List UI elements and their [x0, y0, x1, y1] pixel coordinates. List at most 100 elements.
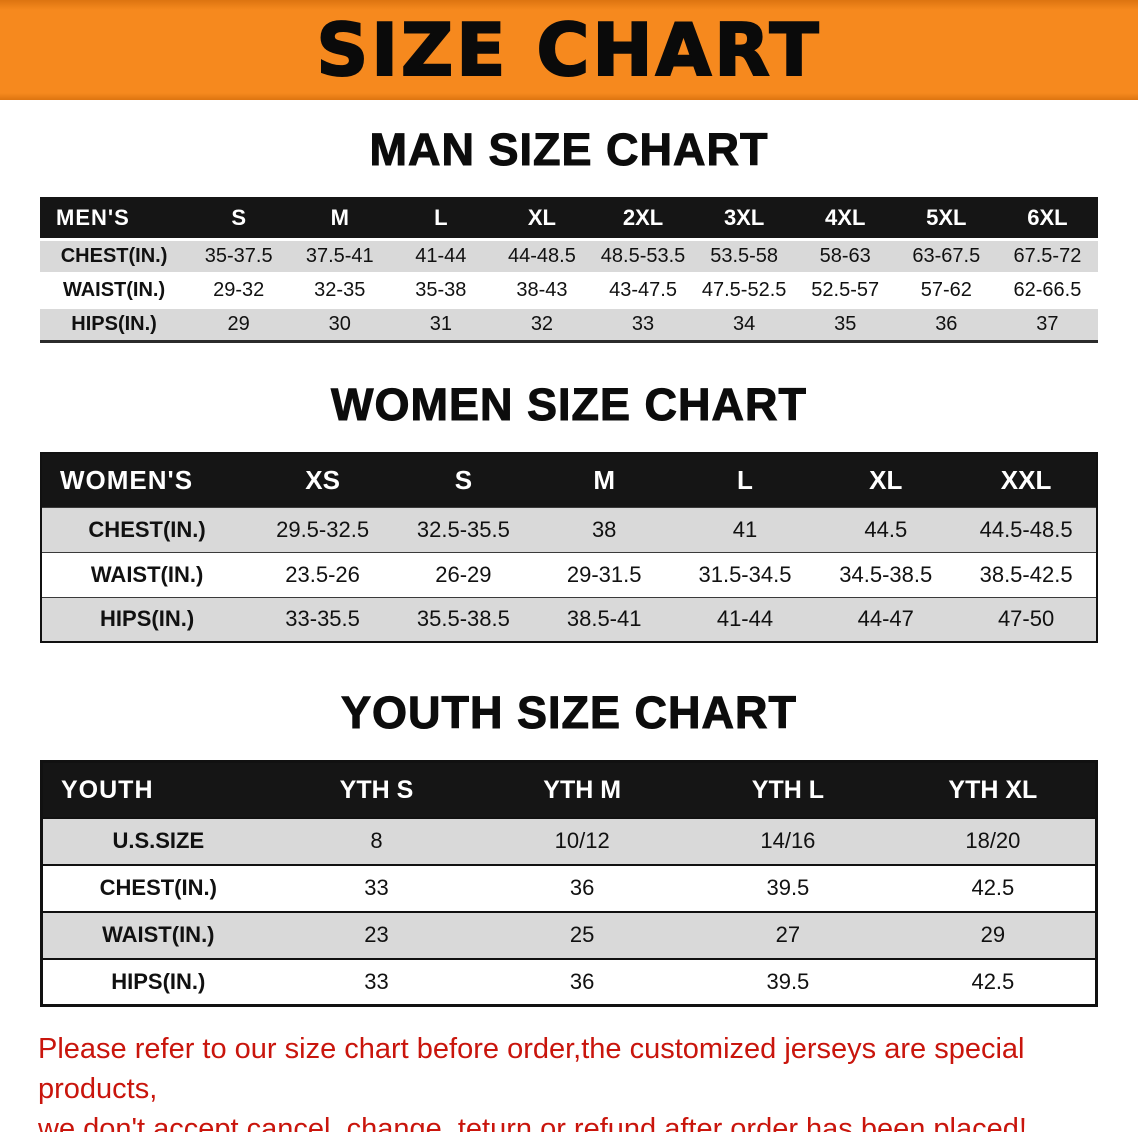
size-value-cell: 26-29 [392, 551, 534, 597]
size-value-cell: 36 [479, 863, 686, 912]
measure-row: HIPS(IN.) 29 30 31 32 33 34 35 36 37 [40, 305, 1098, 342]
row-label-cell: WAIST(IN.) [41, 551, 253, 597]
measure-row: HIPS(IN.) 33 36 39.5 42.5 [41, 957, 1097, 1006]
size-value-cell: 53.5-58 [693, 237, 795, 274]
size-value-cell: 47.5-52.5 [693, 271, 795, 308]
size-value-cell: 31.5-34.5 [674, 551, 816, 597]
size-value-cell: 41-44 [390, 237, 492, 274]
table-header-row: YOUTH YTH S YTH M YTH L YTH XL [41, 761, 1097, 818]
size-value-cell: 36 [895, 305, 997, 342]
row-label-cell: WAIST(IN.) [41, 910, 274, 959]
size-header-cell: 5XL [895, 197, 997, 240]
size-value-cell: 39.5 [685, 957, 891, 1006]
size-value-cell: 35 [794, 305, 896, 342]
size-value-cell: 8 [273, 816, 480, 865]
size-header-cell: YTH L [685, 761, 891, 818]
measure-row: CHEST(IN.) 35-37.5 37.5-41 41-44 44-48.5 48.5… [40, 237, 1098, 274]
section-women: WOMEN SIZE CHART WOMEN'S XS S M L XL XXL CHEST(… [0, 380, 1138, 643]
measure-row: WAIST(IN.) 23.5-26 26-29 29-31.5 31.5-34.5 34… [41, 551, 1097, 597]
size-value-cell: 32 [491, 305, 593, 342]
size-value-cell: 42.5 [890, 863, 1097, 912]
size-header-cell: M [289, 197, 391, 240]
size-value-cell: 29 [188, 305, 290, 342]
women-size-table: WOMEN'S XS S M L XL XXL CHEST(IN.) 29.5-32.5 32.5… [40, 452, 1098, 643]
table-header-row: WOMEN'S XS S M L XL XXL [41, 453, 1097, 507]
size-header-cell: XL [815, 453, 957, 507]
size-value-cell: 48.5-53.5 [592, 237, 694, 274]
size-value-cell: 33 [273, 863, 480, 912]
footer-disclaimer: Please refer to our size chart before or… [38, 1029, 1100, 1132]
size-value-cell: 35-38 [390, 271, 492, 308]
size-header-cell: 6XL [996, 197, 1098, 240]
row-label-cell: HIPS(IN.) [41, 596, 253, 642]
men-size-table: MEN'S S M L XL 2XL 3XL 4XL 5XL 6XL CHEST(IN.) 35-37… [40, 197, 1098, 343]
measure-row: U.S.SIZE 8 10/12 14/16 18/20 [41, 816, 1097, 865]
size-value-cell: 29 [890, 910, 1097, 959]
size-value-cell: 57-62 [895, 271, 997, 308]
row-label-cell: WAIST(IN.) [40, 271, 189, 308]
size-value-cell: 52.5-57 [794, 271, 896, 308]
size-header-cell: 3XL [693, 197, 795, 240]
size-value-cell: 44-48.5 [491, 237, 593, 274]
footer-disclaimer-line1: Please refer to our size chart before or… [38, 1033, 1025, 1106]
size-value-cell: 41 [674, 506, 816, 552]
size-value-cell: 37 [996, 305, 1098, 342]
size-value-cell: 36 [479, 957, 686, 1006]
measure-row: WAIST(IN.) 29-32 32-35 35-38 38-43 43-47.5 47.… [40, 271, 1098, 308]
size-value-cell: 44.5-48.5 [956, 506, 1097, 552]
measure-row: CHEST(IN.) 29.5-32.5 32.5-35.5 38 41 44.5 44.5… [41, 506, 1097, 552]
section-youth: YOUTH SIZE CHART YOUTH YTH S YTH M YTH L YTH… [0, 687, 1138, 1008]
size-value-cell: 38-43 [491, 271, 593, 308]
size-value-cell: 32.5-35.5 [392, 506, 534, 552]
youth-section-heading: YOUTH SIZE CHART [340, 687, 797, 738]
size-value-cell: 38 [533, 506, 675, 552]
size-value-cell: 43-47.5 [592, 271, 694, 308]
size-header-cell: XXL [956, 453, 1097, 507]
size-header-cell: YTH XL [890, 761, 1097, 818]
table-title-cell: YOUTH [41, 761, 274, 818]
size-header-cell: M [533, 453, 675, 507]
size-value-cell: 62-66.5 [996, 271, 1098, 308]
size-header-cell: L [390, 197, 492, 240]
size-header-cell: XL [491, 197, 593, 240]
table-title-cell: WOMEN'S [41, 453, 253, 507]
size-value-cell: 34 [693, 305, 795, 342]
size-header-cell: S [188, 197, 290, 240]
size-value-cell: 29.5-32.5 [252, 506, 393, 552]
row-label-cell: CHEST(IN.) [41, 506, 253, 552]
measure-row: HIPS(IN.) 33-35.5 35.5-38.5 38.5-41 41-44 44-… [41, 596, 1097, 642]
size-value-cell: 10/12 [479, 816, 686, 865]
size-value-cell: 18/20 [890, 816, 1097, 865]
size-value-cell: 29-32 [188, 271, 290, 308]
measure-row: CHEST(IN.) 33 36 39.5 42.5 [41, 863, 1097, 912]
size-value-cell: 27 [685, 910, 891, 959]
size-value-cell: 47-50 [956, 596, 1097, 642]
size-value-cell: 58-63 [794, 237, 896, 274]
size-value-cell: 42.5 [890, 957, 1097, 1006]
row-label-cell: HIPS(IN.) [40, 305, 189, 342]
size-value-cell: 25 [479, 910, 686, 959]
size-header-cell: L [674, 453, 816, 507]
size-header-cell: YTH M [479, 761, 686, 818]
row-label-cell: CHEST(IN.) [41, 863, 274, 912]
size-value-cell: 38.5-42.5 [956, 551, 1097, 597]
footer-disclaimer-line2: we don't accept cancel, change, teturn o… [38, 1113, 1027, 1132]
size-value-cell: 31 [390, 305, 492, 342]
size-value-cell: 44-47 [815, 596, 957, 642]
size-value-cell: 34.5-38.5 [815, 551, 957, 597]
size-header-cell: 4XL [794, 197, 896, 240]
size-value-cell: 33 [273, 957, 480, 1006]
size-value-cell: 23 [273, 910, 480, 959]
size-value-cell: 33 [592, 305, 694, 342]
size-value-cell: 29-31.5 [533, 551, 675, 597]
size-value-cell: 38.5-41 [533, 596, 675, 642]
row-label-cell: CHEST(IN.) [40, 237, 189, 274]
size-value-cell: 35.5-38.5 [392, 596, 534, 642]
men-section-heading: MAN SIZE CHART [369, 124, 769, 175]
measure-row: WAIST(IN.) 23 25 27 29 [41, 910, 1097, 959]
size-value-cell: 63-67.5 [895, 237, 997, 274]
table-header-row: MEN'S S M L XL 2XL 3XL 4XL 5XL 6XL [40, 197, 1098, 240]
size-header-cell: XS [252, 453, 393, 507]
row-label-cell: U.S.SIZE [41, 816, 274, 865]
